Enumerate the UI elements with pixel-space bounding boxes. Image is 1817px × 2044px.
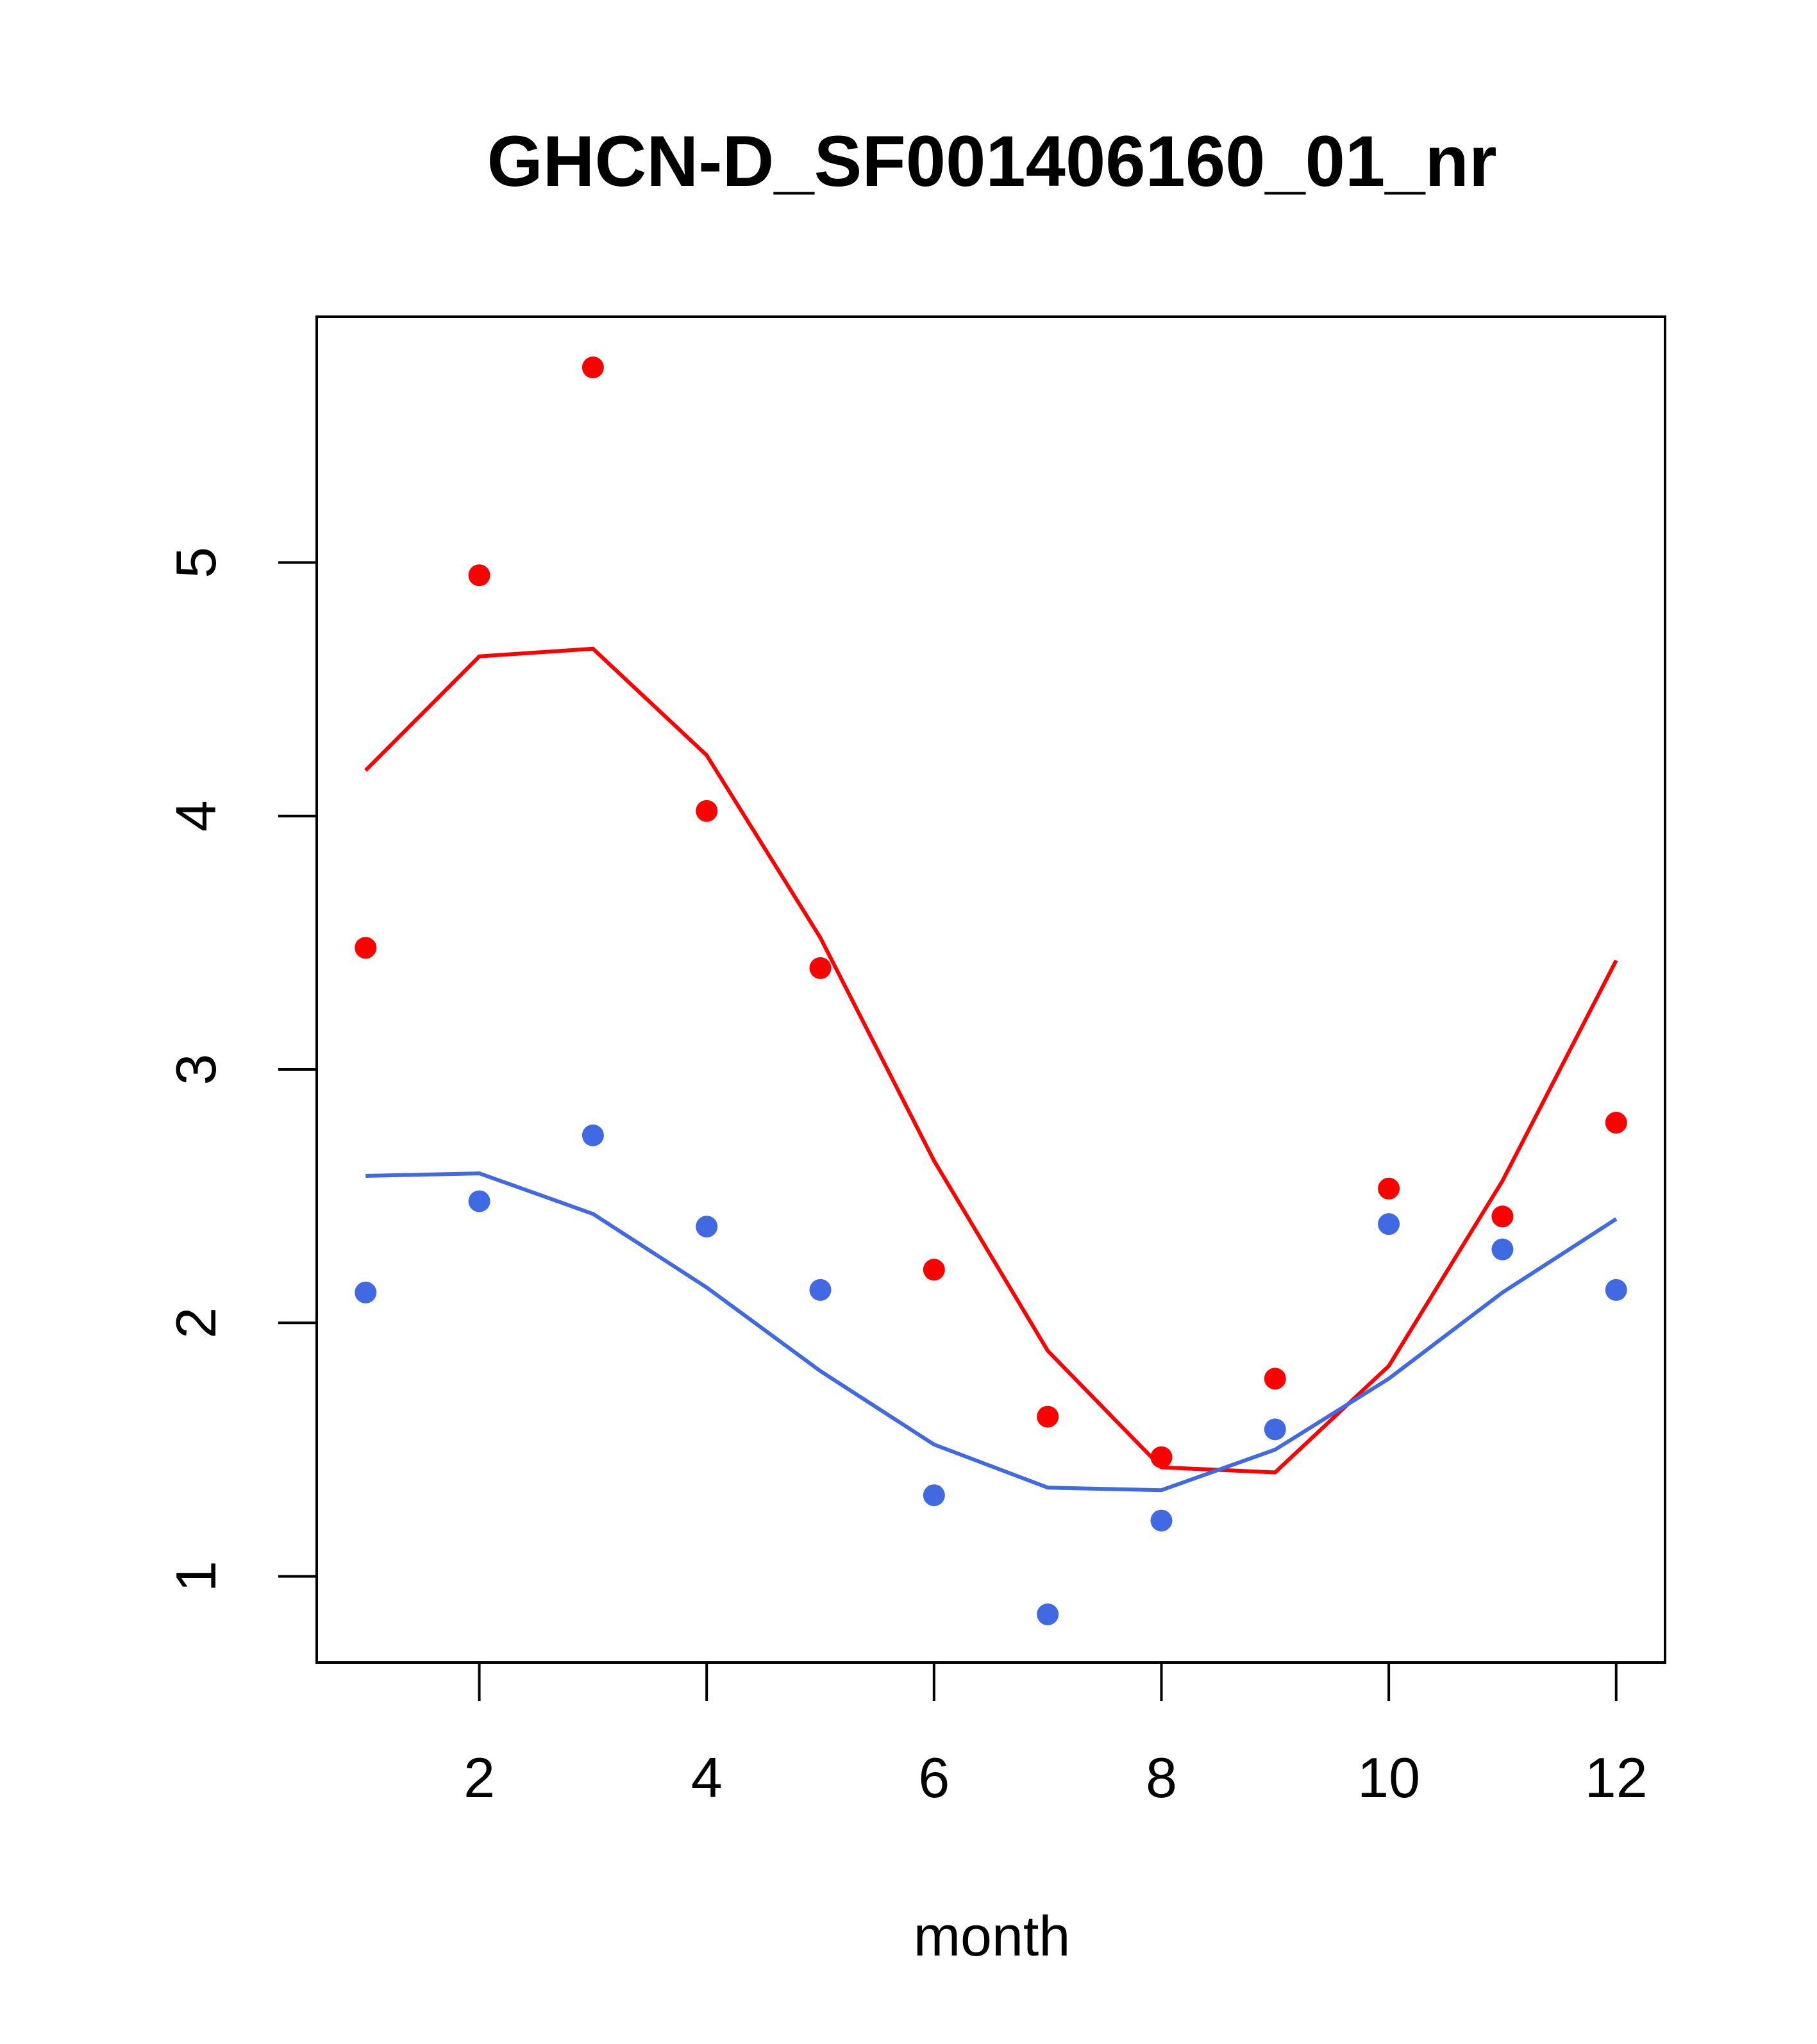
series-2-point (1605, 1278, 1627, 1301)
x-tick-label: 6 (918, 1746, 950, 1809)
series-2-point (1378, 1213, 1400, 1236)
series-2-point (1264, 1418, 1286, 1441)
chart-title: GHCN-D_SF001406160_01_nr (487, 121, 1496, 201)
y-tick-label: 1 (164, 1561, 228, 1592)
series-2-line (365, 1171, 1618, 1493)
series-1-point (355, 937, 377, 959)
series-1-point (582, 356, 604, 379)
x-tick-label: 4 (691, 1746, 723, 1809)
series-2-point (468, 1190, 490, 1212)
plot-frame (315, 315, 1666, 1664)
series-1-point (1150, 1446, 1173, 1468)
series-1-point (696, 800, 718, 822)
y-tick-label: 5 (164, 547, 228, 578)
series-1-point (923, 1259, 945, 1281)
series-1-point (1605, 1112, 1627, 1134)
series-layer (355, 356, 1627, 1625)
series-2-point (1491, 1238, 1514, 1261)
series-2-point (696, 1216, 718, 1238)
y-axis: 1 2 3 4 5 (164, 547, 318, 1592)
y-tick-label: 3 (164, 1054, 228, 1085)
y-tick-label: 4 (164, 800, 228, 832)
series-1-point (468, 564, 490, 587)
series-1-point (1491, 1205, 1514, 1228)
series-1-point (1378, 1177, 1400, 1200)
series-2-point (1150, 1509, 1173, 1532)
x-tick-label: 2 (464, 1746, 495, 1809)
x-tick-label: 12 (1585, 1746, 1648, 1809)
y-tick-label: 2 (164, 1307, 228, 1339)
x-tick-label: 8 (1146, 1746, 1177, 1809)
series-2-point (923, 1484, 945, 1507)
series-1-point (1037, 1405, 1059, 1428)
series-2-point (809, 1278, 832, 1301)
x-axis-label: month (914, 1904, 1071, 1968)
series-1-line (364, 646, 1618, 1475)
series-2-point (355, 1281, 377, 1303)
series-1-point (809, 957, 832, 979)
series-1-point (1264, 1368, 1286, 1390)
x-axis: 2 4 6 8 10 12 (464, 1661, 1648, 1809)
x-tick-label: 10 (1357, 1746, 1420, 1809)
series-2-point (1037, 1603, 1059, 1625)
series-2-point (582, 1124, 604, 1146)
